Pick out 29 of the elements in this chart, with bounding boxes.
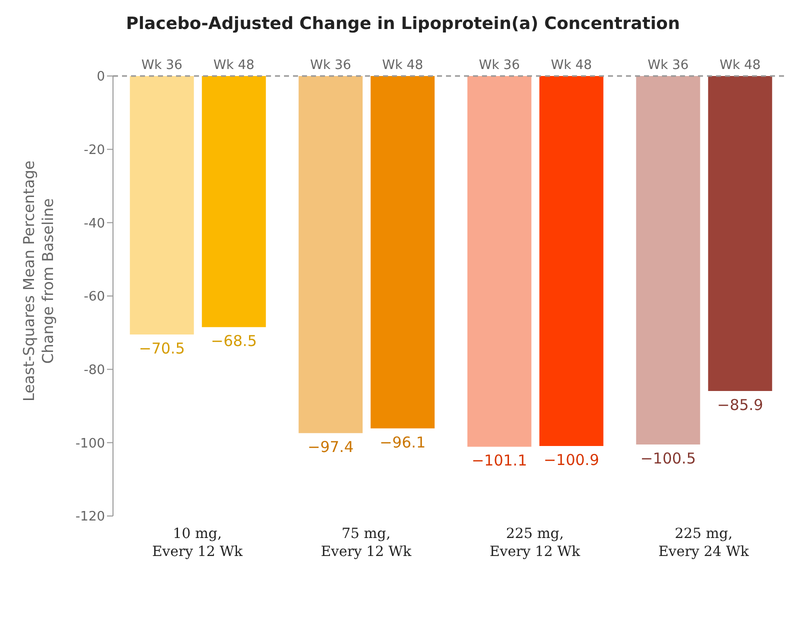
data-label: −101.1 bbox=[472, 452, 528, 470]
text: Wk 36 bbox=[648, 58, 689, 73]
data-label: −68.5 bbox=[210, 332, 257, 350]
text: Wk 36 bbox=[310, 58, 352, 73]
data-label: −100.5 bbox=[640, 450, 696, 468]
data-label: −85.9 bbox=[717, 396, 764, 414]
series-label: Wk 48 bbox=[213, 58, 254, 73]
y-axis-title: Least-Squares Mean Percentage Change from Baseline bbox=[20, 160, 57, 402]
data-label: −70.5 bbox=[138, 340, 185, 358]
y-tick-label: -40 bbox=[84, 216, 105, 232]
x-tick-label: 10 mg, Every 12 Wk bbox=[152, 526, 244, 560]
y-tick-label: -60 bbox=[84, 290, 105, 305]
y-tick-label: -100 bbox=[75, 436, 105, 452]
data-label: −96.1 bbox=[380, 433, 426, 452]
x-tick-label: 75 mg, Every 12 Wk bbox=[320, 526, 412, 560]
data-label: −97.4 bbox=[308, 438, 354, 456]
text: Wk 48 bbox=[382, 58, 424, 73]
y-tick-label: -120 bbox=[75, 510, 105, 525]
text: Wk 48 bbox=[720, 58, 761, 73]
chart-title: Placebo-Adjusted Change in Lipoprotein(a) Concentration bbox=[125, 14, 681, 34]
x-tick-label: 225 mg, Every 24 Wk bbox=[658, 526, 750, 560]
data-label: −100.9 bbox=[544, 450, 600, 469]
y-tick-label: 0 bbox=[96, 70, 105, 85]
y-tick-label: -20 bbox=[84, 142, 105, 158]
x-tick-label: 225 mg, Every 12 Wk bbox=[490, 526, 581, 560]
text: Wk 48 bbox=[550, 58, 592, 73]
series-label: Wk 36 bbox=[141, 58, 182, 73]
text: Wk 36 bbox=[478, 58, 520, 73]
y-tick-label: -80 bbox=[84, 362, 105, 378]
